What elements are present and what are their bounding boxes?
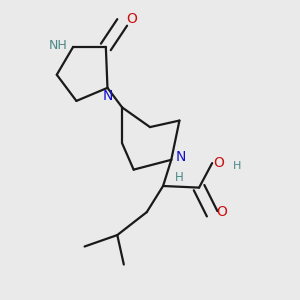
Text: O: O xyxy=(216,205,227,219)
Text: O: O xyxy=(127,12,137,26)
Text: O: O xyxy=(213,156,224,170)
Text: H: H xyxy=(174,171,183,184)
Text: NH: NH xyxy=(49,39,68,52)
Text: N: N xyxy=(102,89,113,103)
Text: N: N xyxy=(175,150,186,164)
Text: H: H xyxy=(232,161,241,171)
